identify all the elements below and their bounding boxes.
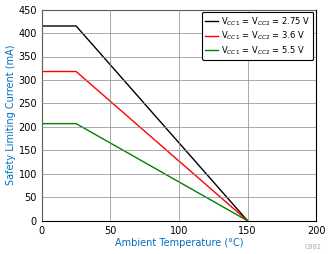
Legend: V$_{CC1}$ = V$_{CC2}$ = 2.75 V, V$_{CC1}$ = V$_{CC2}$ = 3.6 V, V$_{CC1}$ = V$_{C: V$_{CC1}$ = V$_{CC2}$ = 2.75 V, V$_{CC1}… bbox=[202, 12, 313, 60]
Text: C002: C002 bbox=[304, 244, 321, 250]
Y-axis label: Safety Limiting Current (mA): Safety Limiting Current (mA) bbox=[6, 45, 16, 185]
X-axis label: Ambient Temperature (°C): Ambient Temperature (°C) bbox=[115, 239, 243, 248]
